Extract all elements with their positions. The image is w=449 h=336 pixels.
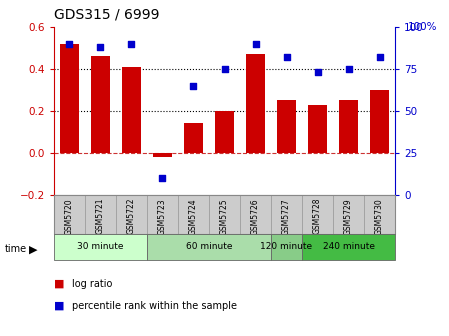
Text: GSM5723: GSM5723: [158, 198, 167, 235]
Bar: [85, 195, 116, 234]
Point: [221, 66, 228, 72]
Point: [159, 175, 166, 181]
Text: 240 minute: 240 minute: [322, 243, 374, 251]
Bar: [302, 234, 395, 260]
Bar: [178, 195, 209, 234]
Bar: [302, 195, 333, 234]
Bar: [308, 104, 327, 153]
Text: 120 minute: 120 minute: [260, 243, 313, 251]
Bar: [246, 54, 265, 153]
Bar: [122, 67, 141, 153]
Text: GSM5720: GSM5720: [65, 198, 74, 235]
Bar: [116, 195, 147, 234]
Text: ■: ■: [54, 279, 64, 289]
Text: log ratio: log ratio: [72, 279, 112, 289]
Text: ■: ■: [54, 301, 64, 311]
Bar: [184, 124, 203, 153]
Text: GSM5728: GSM5728: [313, 198, 322, 235]
Point: [97, 44, 104, 50]
Text: time: time: [4, 244, 26, 254]
Point: [128, 41, 135, 46]
Bar: [91, 56, 110, 153]
Bar: [54, 234, 147, 260]
Bar: [271, 195, 302, 234]
Bar: [147, 234, 271, 260]
Bar: [370, 90, 389, 153]
Text: GSM5730: GSM5730: [375, 198, 384, 235]
Text: GSM5725: GSM5725: [220, 198, 229, 235]
Bar: [153, 153, 172, 157]
Bar: [240, 195, 271, 234]
Bar: [60, 44, 79, 153]
Bar: [364, 195, 395, 234]
Point: [66, 41, 73, 46]
Point: [345, 66, 352, 72]
Bar: [277, 100, 296, 153]
Point: [252, 41, 259, 46]
Text: 60 minute: 60 minute: [186, 243, 232, 251]
Text: 30 minute: 30 minute: [77, 243, 123, 251]
Bar: [333, 195, 364, 234]
Text: GSM5721: GSM5721: [96, 198, 105, 235]
Bar: [215, 111, 234, 153]
Bar: [147, 195, 178, 234]
Y-axis label: 100%: 100%: [408, 22, 437, 32]
Point: [283, 54, 290, 60]
Text: GDS315 / 6999: GDS315 / 6999: [54, 8, 159, 22]
Text: percentile rank within the sample: percentile rank within the sample: [72, 301, 237, 311]
Text: GSM5724: GSM5724: [189, 198, 198, 235]
Point: [314, 70, 321, 75]
Bar: [54, 195, 85, 234]
Point: [190, 83, 197, 88]
Text: GSM5726: GSM5726: [251, 198, 260, 235]
Bar: [271, 234, 302, 260]
Text: GSM5727: GSM5727: [282, 198, 291, 235]
Text: ▶: ▶: [29, 244, 38, 254]
Text: GSM5729: GSM5729: [344, 198, 353, 235]
Text: GSM5722: GSM5722: [127, 198, 136, 235]
Bar: [209, 195, 240, 234]
Bar: [339, 100, 358, 153]
Point: [376, 54, 383, 60]
